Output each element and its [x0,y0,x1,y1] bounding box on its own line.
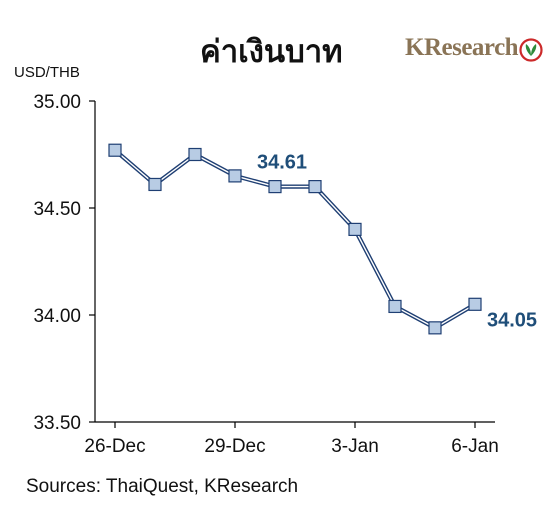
x-tick-label: 26-Dec [84,436,145,457]
data-point [228,169,242,183]
data-point [468,297,482,311]
data-point [308,180,322,194]
data-point [108,143,122,157]
series-line-inner [114,149,476,329]
y-tick-label: 34.50 [33,199,81,220]
x-tick-label: 29-Dec [204,436,265,457]
data-point [188,147,202,162]
data-point [148,177,162,192]
data-point [388,299,402,314]
kasikorn-leaf-icon [519,38,543,62]
logo-research: Research [423,34,519,61]
x-tick-label: 6-Jan [451,436,499,457]
data-point [428,321,442,335]
kresearch-logo: KResearch [405,34,519,62]
chart-title: ค่าเงินบาท [200,34,343,70]
series-line-outer [113,148,477,330]
data-point [268,180,282,194]
data-label: 34.05 [487,309,537,331]
y-tick-label: 33.50 [33,413,81,434]
data-point [348,222,362,236]
data-label: 34.61 [257,152,307,174]
x-tick-label: 3-Jan [331,436,379,457]
y-axis-label: USD/THB [14,64,80,81]
logo-k: K [405,34,424,61]
source-note: Sources: ThaiQuest, KResearch [26,476,299,497]
y-tick-label: 34.00 [33,306,81,327]
y-tick-label: 35.00 [33,92,81,113]
